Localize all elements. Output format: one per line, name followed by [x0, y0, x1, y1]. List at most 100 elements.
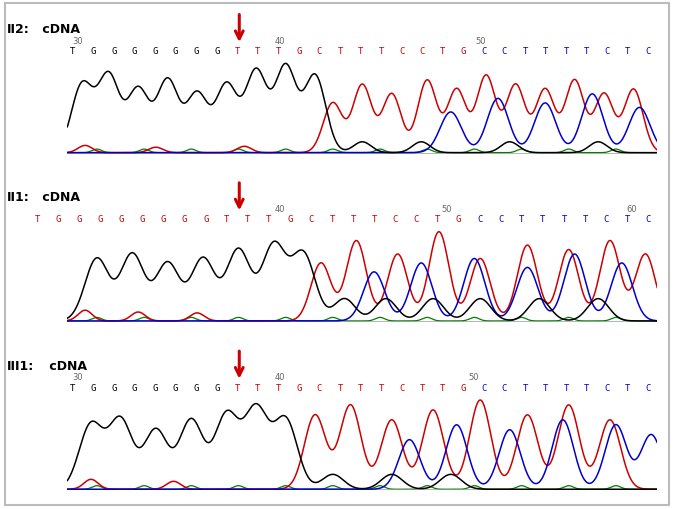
Text: T: T — [276, 47, 281, 56]
Text: G: G — [132, 47, 137, 56]
Text: G: G — [214, 47, 219, 56]
Text: G: G — [91, 47, 96, 56]
Text: G: G — [461, 47, 466, 56]
Text: T: T — [435, 215, 440, 224]
Text: T: T — [350, 215, 356, 224]
Text: T: T — [371, 215, 377, 224]
Text: T: T — [563, 47, 569, 56]
Text: T: T — [70, 383, 75, 392]
Text: G: G — [140, 215, 145, 224]
Text: G: G — [98, 215, 103, 224]
Text: G: G — [193, 47, 199, 56]
Text: C: C — [502, 383, 507, 392]
Text: T: T — [276, 383, 281, 392]
Text: T: T — [70, 47, 75, 56]
Text: T: T — [541, 215, 546, 224]
Text: G: G — [152, 47, 158, 56]
Text: 40: 40 — [275, 37, 286, 46]
Text: C: C — [309, 215, 314, 224]
Text: 60: 60 — [627, 205, 638, 214]
Text: G: G — [55, 215, 61, 224]
Text: C: C — [399, 47, 404, 56]
Text: T: T — [563, 383, 569, 392]
Text: cDNA: cDNA — [38, 191, 80, 204]
Text: T: T — [420, 383, 425, 392]
Text: G: G — [203, 215, 208, 224]
Text: G: G — [297, 383, 301, 392]
Text: C: C — [605, 47, 610, 56]
Text: T: T — [266, 215, 272, 224]
Text: T: T — [255, 383, 260, 392]
Text: C: C — [477, 215, 483, 224]
Text: G: G — [287, 215, 293, 224]
Text: G: G — [297, 47, 301, 56]
Text: G: G — [152, 383, 158, 392]
Text: G: G — [456, 215, 462, 224]
Text: 30: 30 — [73, 373, 84, 382]
Text: G: G — [461, 383, 466, 392]
Text: T: T — [224, 215, 229, 224]
Text: T: T — [440, 383, 446, 392]
Text: G: G — [77, 215, 82, 224]
Text: T: T — [34, 215, 40, 224]
Text: T: T — [543, 47, 548, 56]
Text: cDNA: cDNA — [45, 359, 88, 372]
Text: T: T — [625, 47, 630, 56]
Text: C: C — [393, 215, 398, 224]
Text: T: T — [561, 215, 567, 224]
Text: G: G — [111, 383, 117, 392]
Text: T: T — [358, 383, 363, 392]
Text: G: G — [214, 383, 219, 392]
Text: T: T — [625, 383, 630, 392]
Text: T: T — [519, 215, 524, 224]
Text: C: C — [481, 47, 487, 56]
Text: C: C — [646, 47, 651, 56]
Text: C: C — [420, 47, 425, 56]
Text: II1:: II1: — [7, 191, 30, 204]
Text: G: G — [132, 383, 137, 392]
Text: 40: 40 — [275, 373, 286, 382]
Text: G: G — [173, 383, 178, 392]
Text: C: C — [399, 383, 404, 392]
Text: 50: 50 — [468, 373, 479, 382]
Text: T: T — [358, 47, 363, 56]
Text: 50: 50 — [441, 205, 452, 214]
Text: C: C — [603, 215, 609, 224]
Text: cDNA: cDNA — [38, 23, 80, 36]
Text: T: T — [330, 215, 335, 224]
Text: C: C — [502, 47, 507, 56]
Text: C: C — [646, 383, 651, 392]
Text: G: G — [91, 383, 96, 392]
Text: T: T — [522, 47, 528, 56]
Text: C: C — [317, 47, 322, 56]
Text: II2:: II2: — [7, 23, 30, 36]
Text: T: T — [338, 383, 342, 392]
Text: T: T — [522, 383, 528, 392]
Text: T: T — [543, 383, 548, 392]
Text: C: C — [498, 215, 503, 224]
Text: C: C — [317, 383, 322, 392]
Text: 50: 50 — [475, 37, 486, 46]
Text: T: T — [235, 47, 240, 56]
Text: T: T — [338, 47, 342, 56]
Text: T: T — [235, 383, 240, 392]
Text: G: G — [161, 215, 166, 224]
Text: C: C — [605, 383, 610, 392]
Text: T: T — [379, 383, 384, 392]
Text: G: G — [119, 215, 124, 224]
Text: C: C — [414, 215, 419, 224]
Text: G: G — [182, 215, 187, 224]
Text: T: T — [584, 383, 589, 392]
Text: III1:: III1: — [7, 359, 34, 372]
Text: T: T — [625, 215, 630, 224]
Text: T: T — [440, 47, 446, 56]
Text: T: T — [582, 215, 588, 224]
Text: T: T — [379, 47, 384, 56]
Text: G: G — [193, 383, 199, 392]
Text: C: C — [481, 383, 487, 392]
Text: G: G — [111, 47, 117, 56]
Text: T: T — [245, 215, 251, 224]
Text: T: T — [255, 47, 260, 56]
Text: G: G — [173, 47, 178, 56]
Text: 30: 30 — [73, 37, 84, 46]
